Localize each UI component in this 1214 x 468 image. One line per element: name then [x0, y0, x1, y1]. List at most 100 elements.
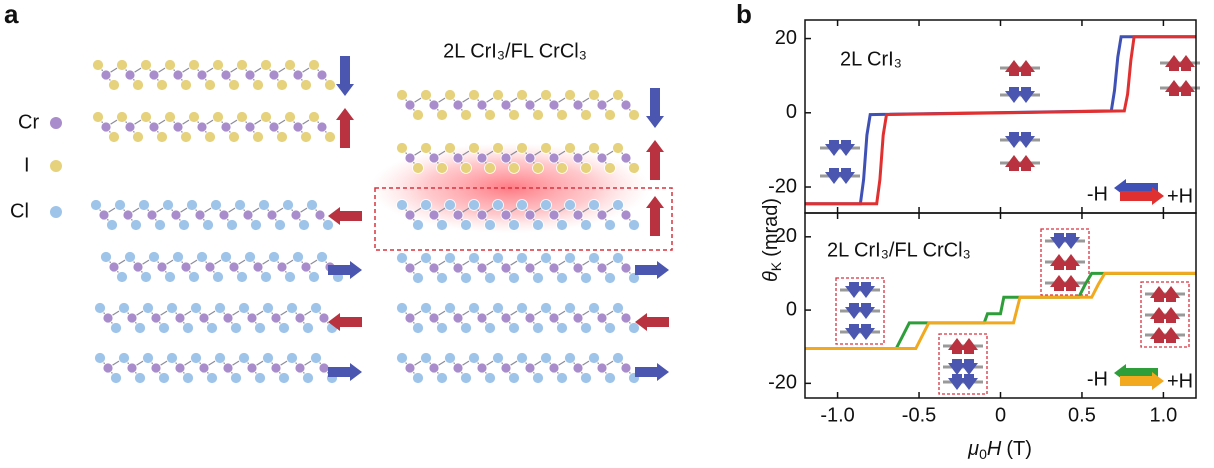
atom: [284, 59, 296, 71]
atom: [412, 272, 424, 284]
atom: [540, 252, 552, 264]
x-symbol: μ: [967, 438, 979, 460]
atom: [132, 79, 144, 91]
atom: [556, 322, 568, 334]
atom: [212, 59, 224, 71]
atom: [132, 131, 144, 143]
atom: [540, 142, 552, 154]
atom: [620, 362, 632, 374]
atom: [282, 199, 294, 211]
atom: [500, 362, 512, 374]
atom: [404, 152, 416, 164]
atom: [444, 302, 456, 314]
atom: [164, 59, 176, 71]
atom: [276, 79, 288, 91]
arrow: [1017, 132, 1035, 148]
y-unit: (mrad): [760, 198, 782, 257]
atom: [500, 209, 512, 221]
atom: [532, 372, 544, 384]
atom: [298, 219, 310, 231]
plot-frame: [804, 212, 1197, 399]
x-variable: H: [987, 438, 1002, 460]
arrow: [635, 261, 669, 279]
atom: [148, 121, 160, 133]
atom: [468, 89, 480, 101]
arrow-shape: [837, 168, 855, 184]
atom: [460, 219, 472, 231]
arrow-shape: [646, 88, 664, 128]
arrow: [857, 303, 875, 319]
x-tick-label: -1.0: [820, 404, 854, 426]
arrow-shape: [1177, 80, 1195, 96]
atomic-layer: [90, 199, 334, 231]
atom: [300, 131, 312, 143]
arrow-shape: [328, 261, 362, 279]
arrow: [336, 108, 354, 148]
atom: [294, 312, 306, 324]
legend-atom: [50, 206, 62, 218]
atom: [242, 209, 254, 221]
atom: [596, 262, 608, 274]
atom: [134, 372, 146, 384]
arrow: [1017, 60, 1035, 76]
atom: [214, 302, 226, 314]
atom: [476, 209, 488, 221]
atom: [468, 252, 480, 264]
atom: [262, 352, 274, 364]
atom: [126, 312, 138, 324]
arrow: [837, 168, 855, 184]
atom: [276, 131, 288, 143]
atom: [588, 142, 600, 154]
atom: [214, 352, 226, 364]
atom: [452, 312, 464, 324]
atom: [404, 99, 416, 111]
atom: [460, 322, 472, 334]
atom: [212, 271, 224, 283]
atom: [436, 322, 448, 334]
arrow: [646, 88, 664, 128]
arrow-shape: [328, 363, 362, 381]
atom: [540, 302, 552, 314]
atom: [238, 352, 250, 364]
atom: [188, 271, 200, 283]
atom: [130, 219, 142, 231]
atom: [508, 109, 520, 121]
atom: [548, 99, 560, 111]
atom: [404, 209, 416, 221]
y-subscript: K: [768, 261, 784, 271]
layers: [90, 59, 640, 384]
atom: [580, 109, 592, 121]
atom: [460, 109, 472, 121]
atom: [102, 312, 114, 324]
atom: [444, 352, 456, 364]
atom: [572, 99, 584, 111]
atom: [254, 322, 266, 334]
atom: [508, 162, 520, 174]
atom: [580, 322, 592, 334]
arrow-shape: [336, 108, 354, 148]
atom: [164, 111, 176, 123]
atom: [238, 302, 250, 314]
atom: [308, 271, 320, 283]
atom: [404, 262, 416, 274]
atom: [260, 59, 272, 71]
spin-icon: [938, 333, 988, 395]
atom: [524, 99, 536, 111]
atom: [612, 252, 624, 264]
atom: [412, 219, 424, 231]
atom: [140, 271, 152, 283]
atom: [246, 362, 258, 374]
atom: [468, 352, 480, 364]
atom: [500, 152, 512, 164]
atom: [100, 121, 112, 133]
atom: [180, 79, 192, 91]
arrow-shape: [857, 324, 875, 340]
spin-icon: [1140, 281, 1190, 348]
atom: [396, 302, 408, 314]
atom: [612, 142, 624, 154]
arrow-shape: [1177, 55, 1195, 71]
arrow-shape: [837, 140, 855, 156]
atom: [492, 142, 504, 154]
atom: [460, 372, 472, 384]
